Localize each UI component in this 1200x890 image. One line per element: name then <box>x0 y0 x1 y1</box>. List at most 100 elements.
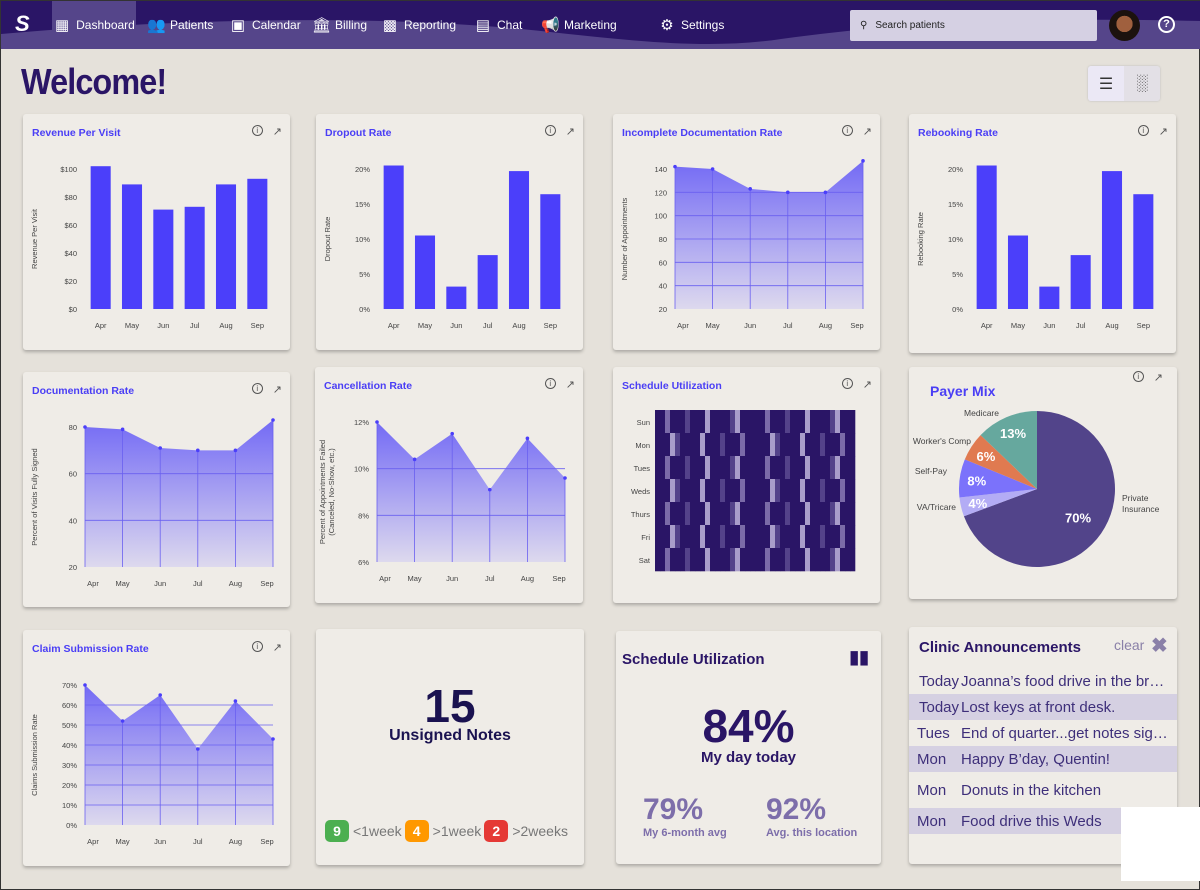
nav-settings[interactable]: ⚙ Settings <box>658 1 728 49</box>
point-apr[interactable] <box>83 683 87 687</box>
search-input[interactable] <box>875 20 1076 31</box>
expand-icon[interactable]: ↗ <box>565 379 575 391</box>
bar-jul[interactable] <box>1070 255 1091 309</box>
point-sep[interactable] <box>861 159 865 163</box>
bar-apr[interactable] <box>976 165 997 310</box>
bar-jul[interactable] <box>184 206 205 309</box>
nav-dashboard[interactable]: ▦ Dashboard <box>52 1 136 49</box>
announcement-item[interactable]: Today Lost keys at front desk. <box>909 694 1177 720</box>
pie-slice-worker-s-comp[interactable] <box>964 435 1037 489</box>
badge-count[interactable]: 2 <box>484 820 509 842</box>
point-apr[interactable] <box>375 420 379 424</box>
point-jun[interactable] <box>450 431 454 436</box>
help-icon[interactable]: ? <box>1158 16 1175 33</box>
nav-marketing[interactable]: 📢 Marketing <box>541 1 621 49</box>
point-jul[interactable] <box>196 747 200 751</box>
point-jul[interactable] <box>196 448 200 453</box>
point-jul[interactable] <box>488 487 492 492</box>
expand-icon[interactable]: ↗ <box>565 126 575 138</box>
announcement-item[interactable]: Tues End of quarter...get notes signed! <box>909 720 1177 746</box>
info-icon[interactable]: i <box>251 641 263 652</box>
point-sep[interactable] <box>563 476 567 480</box>
nav-reporting[interactable]: ▩ Reporting <box>381 1 461 49</box>
bar-sep[interactable] <box>540 194 561 309</box>
bar-may[interactable] <box>121 184 143 309</box>
info-icon[interactable]: i <box>544 125 556 136</box>
bar-aug[interactable] <box>1101 171 1123 309</box>
bar-may[interactable] <box>414 235 436 310</box>
bar-may[interactable] <box>1007 235 1029 310</box>
point-may[interactable] <box>120 719 125 723</box>
info-icon[interactable]: i <box>841 125 853 136</box>
announcement-item[interactable]: Mon Happy B’day, Quentin! <box>909 746 1177 772</box>
heat-cell <box>785 456 791 480</box>
badge-count[interactable]: 4 <box>404 820 429 842</box>
expand-icon[interactable]: ↗ <box>272 642 282 654</box>
point-sep[interactable] <box>271 737 275 741</box>
pie-slice-self-pay[interactable] <box>959 459 1037 498</box>
search-box[interactable]: ⚲ <box>850 10 1097 41</box>
list-view-button[interactable]: ☰ <box>1088 66 1124 101</box>
nav-billing[interactable]: 🏛 Billing <box>312 1 380 49</box>
info-icon[interactable]: i <box>1132 371 1144 382</box>
bar-apr[interactable] <box>383 165 404 310</box>
badge-count[interactable]: 9 <box>325 820 349 842</box>
schedule-utilization-summary-card[interactable]: Schedule Utilization ▮▮ 84% My day today… <box>616 631 881 864</box>
point-aug[interactable] <box>233 448 238 453</box>
avatar[interactable] <box>1109 10 1140 41</box>
info-icon[interactable]: i <box>251 383 263 394</box>
close-icon[interactable]: ✖ <box>1151 635 1168 657</box>
bar-sep[interactable] <box>1133 194 1154 309</box>
bar-chart-icon[interactable]: ▮▮ <box>849 647 869 667</box>
bar-sep[interactable] <box>247 178 268 309</box>
nav-calendar[interactable]: ▣ Calendar <box>229 1 309 49</box>
logo[interactable]: S <box>15 11 30 36</box>
unsigned-notes-card[interactable]: 15 Unsigned Notes 9 <1week 4 >1week 2 >2weeks <box>316 629 584 865</box>
point-aug[interactable] <box>823 190 828 195</box>
bar-jul[interactable] <box>477 255 498 309</box>
clear-button[interactable]: clear <box>1114 637 1145 653</box>
nav-chat[interactable]: ▤ Chat <box>474 1 530 49</box>
heat-cell <box>790 479 796 503</box>
chart-view-button[interactable]: ░ <box>1124 66 1160 101</box>
point-apr[interactable] <box>673 164 677 169</box>
point-may[interactable] <box>412 457 417 462</box>
bar-apr[interactable] <box>90 166 111 309</box>
point-sep[interactable] <box>271 418 275 422</box>
pie-slice-medicare[interactable] <box>980 411 1037 489</box>
pie-slice-private-insurance[interactable] <box>963 411 1115 567</box>
expand-icon[interactable]: ↗ <box>272 384 282 396</box>
info-icon[interactable]: i <box>841 378 853 389</box>
heat-cell <box>765 456 771 480</box>
announcement-item[interactable]: Mon Donuts in the kitchen <box>909 777 1177 803</box>
point-jun[interactable] <box>158 446 162 450</box>
info-icon[interactable]: i <box>251 125 263 136</box>
heat-cell <box>755 456 761 480</box>
point-apr[interactable] <box>83 425 87 429</box>
point-aug[interactable] <box>525 436 530 441</box>
expand-icon[interactable]: ↗ <box>1153 372 1163 384</box>
info-icon[interactable]: i <box>544 378 556 389</box>
dashboard-icon: ▦ <box>55 17 70 34</box>
expand-icon[interactable]: ↗ <box>862 126 872 138</box>
expand-icon[interactable]: ↗ <box>862 379 872 391</box>
nav-patients[interactable]: 👥 Patients <box>147 1 219 49</box>
expand-icon[interactable]: ↗ <box>272 126 282 138</box>
expand-icon[interactable]: ↗ <box>1158 126 1168 138</box>
pie-slice-va-tricare[interactable] <box>959 489 1037 517</box>
bar-aug[interactable] <box>508 171 530 309</box>
bar-jun[interactable] <box>1039 286 1060 309</box>
point-jul[interactable] <box>786 190 790 195</box>
info-icon[interactable]: i <box>1137 125 1149 136</box>
heat-cell <box>850 525 856 549</box>
bar-jun[interactable] <box>446 286 467 309</box>
point-jun[interactable] <box>158 693 162 697</box>
bar-jun[interactable] <box>153 209 174 309</box>
point-may[interactable] <box>120 427 125 432</box>
point-aug[interactable] <box>233 699 238 703</box>
point-jun[interactable] <box>748 187 752 191</box>
bar-aug[interactable] <box>215 184 237 309</box>
point-may[interactable] <box>710 167 715 171</box>
heat-cell <box>680 456 686 480</box>
